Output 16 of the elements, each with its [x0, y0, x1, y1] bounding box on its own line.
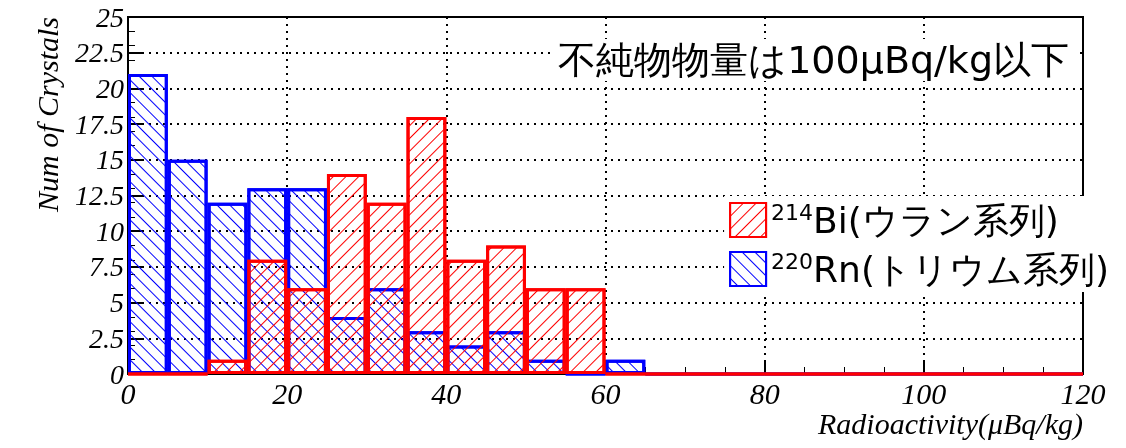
y-tick-label: 22.5 — [75, 37, 124, 69]
y-tick-label: 15 — [96, 144, 124, 176]
y-tick-label: 7.5 — [89, 251, 124, 283]
y-tick-label: 5 — [110, 287, 124, 319]
y-axis-title: Num of Crystals — [30, 17, 64, 214]
x-tick-label: 40 — [431, 376, 462, 410]
y-tick-label: 17.5 — [75, 108, 124, 140]
annotation: 不純物物量は100μBq/kg以下 — [558, 38, 1069, 82]
y-tick-label: 12.5 — [75, 180, 124, 211]
y-tick-label: 2.5 — [89, 322, 124, 354]
x-tick-label: 80 — [749, 376, 780, 410]
x-tick-label: 60 — [590, 376, 621, 410]
y-tick-label: 20 — [96, 72, 124, 104]
x-tick-label: 20 — [272, 376, 303, 410]
y-tick-label: 25 — [96, 1, 124, 33]
y-tick-label: 10 — [96, 215, 124, 247]
